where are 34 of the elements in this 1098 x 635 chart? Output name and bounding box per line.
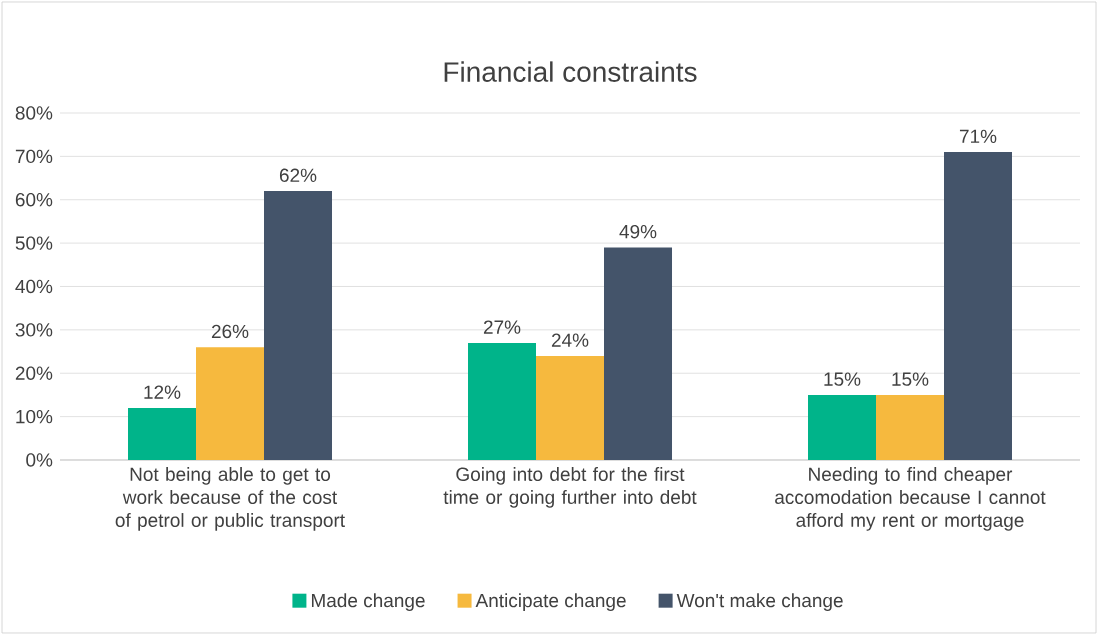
bar (876, 394, 945, 460)
x-tick-label: Going into debt for the first time or going further into debt (443, 467, 697, 508)
y-tick-label: 80% (15, 106, 53, 120)
y-tick-label: 10% (16, 409, 53, 424)
legend-label: Made change (311, 593, 425, 612)
data-label: 15% (824, 372, 861, 386)
data-label: 71% (959, 129, 997, 143)
y-tick-label: 0% (26, 453, 53, 467)
y-tick-label: 50% (15, 236, 53, 250)
y-tick-label: 30% (15, 323, 53, 337)
y-tick-label: 40% (15, 279, 53, 294)
legend-label: Anticipate change (475, 593, 626, 612)
chart-title: Financial constraints (444, 61, 697, 82)
bar (944, 152, 1012, 460)
x-tick-label: Not being able to get to work because of the cost of petrol or public transport (115, 467, 345, 531)
x-tick-label: Needing to find cheaper accomodation because I cannot afford my rent or mortgage (775, 467, 1046, 531)
bar (468, 342, 536, 460)
bar (196, 347, 264, 460)
data-label: 24% (551, 333, 589, 347)
bar (808, 394, 876, 460)
bar (604, 247, 673, 460)
data-label: 26% (211, 324, 249, 339)
y-tick-label: 20% (15, 366, 53, 380)
data-label: 15% (892, 372, 929, 386)
y-tick-label: 60% (15, 193, 53, 207)
legend-label: Won't make change (676, 593, 843, 612)
data-label: 62% (279, 168, 317, 182)
data-label: 27% (483, 320, 521, 334)
data-label: 49% (619, 224, 657, 239)
data-label: 12% (144, 385, 181, 399)
bar (128, 407, 196, 460)
bar (536, 355, 604, 460)
bar (264, 191, 333, 460)
y-tick-label: 70% (15, 149, 53, 164)
